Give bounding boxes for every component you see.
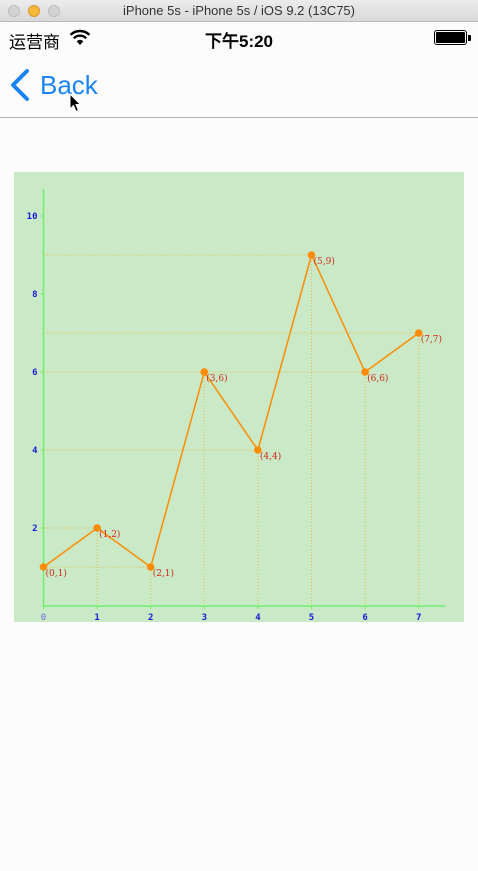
data-point: [307, 251, 316, 259]
data-point-label: (5,9): [314, 256, 335, 267]
back-button-label: Back: [40, 69, 98, 100]
data-point-label: (2,1): [153, 568, 174, 579]
x-tick-label: 4: [255, 613, 261, 622]
window-title: iPhone 5s - iPhone 5s / iOS 9.2 (13C75): [123, 3, 355, 18]
data-point-label: (1,2): [99, 529, 120, 540]
wifi-icon: [69, 29, 91, 45]
data-point-label: (7,7): [421, 334, 442, 345]
chart-canvas: 2 4 6 8 10 0 1 2 3 4 5 6 7 (0,1) (1,2) (2,1) (3,6) (4,4) (…: [27, 188, 446, 622]
x-tick-label: 1: [94, 613, 99, 622]
x-tick-label: 5: [309, 613, 314, 622]
data-point: [93, 524, 101, 532]
y-tick-label: 8: [32, 290, 37, 300]
series-line: [43, 252, 420, 569]
window-minimize-button[interactable]: [28, 5, 40, 17]
window-zoom-button[interactable]: [48, 5, 60, 17]
simulator-title-bar: iPhone 5s - iPhone 5s / iOS 9.2 (13C75): [0, 0, 478, 22]
x-tick-label: 2: [148, 613, 153, 622]
battery-icon: [434, 30, 467, 45]
x-tick-label: 7: [416, 613, 421, 622]
y-tick-label: 10: [27, 212, 38, 222]
y-tick-label: 6: [32, 368, 37, 378]
line-chart: 2 4 6 8 10 0 1 2 3 4 5 6 7 (0,1) (1,2) (2,1) (3,6) (4,4) (…: [14, 172, 464, 622]
data-point: [146, 563, 155, 571]
data-point-label: (6,6): [367, 373, 388, 384]
chevron-left-icon: [11, 69, 29, 101]
navigation-bar: Back: [0, 54, 478, 118]
status-time: 下午5:20: [204, 32, 274, 51]
data-point: [254, 446, 262, 454]
mouse-cursor-icon: [69, 93, 81, 113]
x-tick-label: 3: [202, 613, 207, 622]
carrier-label: 运营商: [9, 33, 60, 52]
data-point-label: (3,6): [206, 373, 227, 384]
battery-tip: [468, 35, 471, 41]
data-point: [39, 563, 48, 571]
back-button[interactable]: Back: [10, 68, 98, 102]
grid-lines: [43, 254, 420, 606]
data-point: [361, 368, 369, 376]
ios-status-bar: 运营商 下午5:20: [0, 22, 478, 54]
data-point-label: (0,1): [46, 568, 67, 579]
x-tick-label: 0: [41, 613, 46, 622]
data-point-label: (4,4): [260, 451, 281, 462]
data-point: [200, 368, 209, 376]
x-tick-label: 6: [362, 613, 367, 622]
y-tick-label: 2: [32, 524, 37, 534]
data-point: [414, 329, 423, 337]
window-close-button[interactable]: [8, 5, 20, 17]
y-tick-label: 4: [32, 446, 38, 456]
